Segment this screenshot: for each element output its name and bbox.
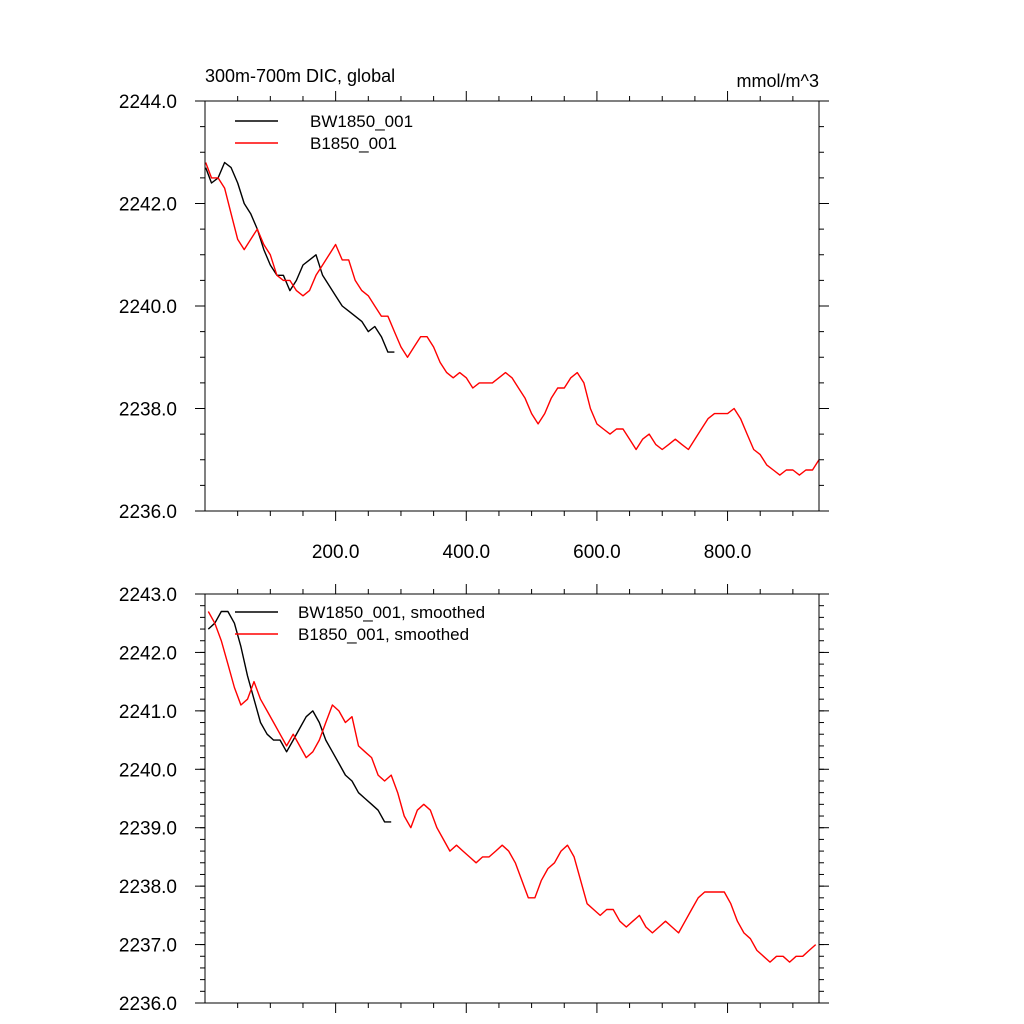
top-plot-frame (204, 100, 820, 512)
bottom-plot-frame (204, 593, 820, 1004)
units-label: mmol/m^3 (737, 71, 819, 91)
x-tick-label: 600.0 (573, 542, 621, 563)
y-tick-label: 2242.0 (119, 195, 177, 216)
y-tick-label: 2239.0 (119, 819, 177, 840)
legend-label-b1850-smoothed: B1850_001, smoothed (298, 625, 469, 644)
y-tick-label: 2238.0 (119, 400, 177, 421)
x-tick-label: 800.0 (704, 542, 752, 563)
top-series (205, 161, 820, 476)
legend-label-bw1850-smoothed: BW1850_001, smoothed (298, 603, 485, 622)
y-tick-label: 2241.0 (119, 702, 177, 723)
y-tick-label: 2236.0 (119, 994, 177, 1015)
legend-label-bw1850: BW1850_001 (310, 112, 413, 131)
bottom-panel: 2236.0 2237.0 2238.0 2239.0 2240.0 2241.0 2242… (119, 584, 829, 1015)
series-line-b1850 (207, 611, 817, 963)
top-legend: BW1850_001 B1850_001 (235, 112, 413, 153)
series-line-bw1850 (205, 161, 395, 353)
y-tick-label: 2244.0 (119, 92, 177, 113)
y-tick-label: 2243.0 (119, 585, 177, 606)
y-tick-label: 2237.0 (119, 936, 177, 957)
bottom-ticks: 2236.0 2237.0 2238.0 2239.0 2240.0 2241.0 2242… (119, 584, 829, 1015)
y-tick-label: 2242.0 (119, 643, 177, 664)
x-tick-label: 200.0 (312, 542, 360, 563)
bottom-series (207, 610, 817, 963)
y-tick-label: 2240.0 (119, 760, 177, 781)
series-line-b1850 (205, 162, 820, 476)
top-ticks: 2236.0 2238.0 2240.0 2242.0 2244.0 200.0 400.0… (119, 91, 829, 563)
top-panel: 300m-700m DIC, global mmol/m^3 2236.0223… (119, 66, 829, 563)
bottom-legend: BW1850_001, smoothed B1850_001, smoothed (235, 603, 485, 644)
series-line-bw1850 (207, 610, 392, 823)
y-tick-label: 2238.0 (119, 877, 177, 898)
x-tick-label: 400.0 (443, 542, 491, 563)
chart-title: 300m-700m DIC, global (205, 66, 395, 86)
legend-label-b1850: B1850_001 (310, 134, 397, 153)
y-tick-label: 2240.0 (119, 297, 177, 318)
y-tick-label: 2236.0 (119, 502, 177, 523)
